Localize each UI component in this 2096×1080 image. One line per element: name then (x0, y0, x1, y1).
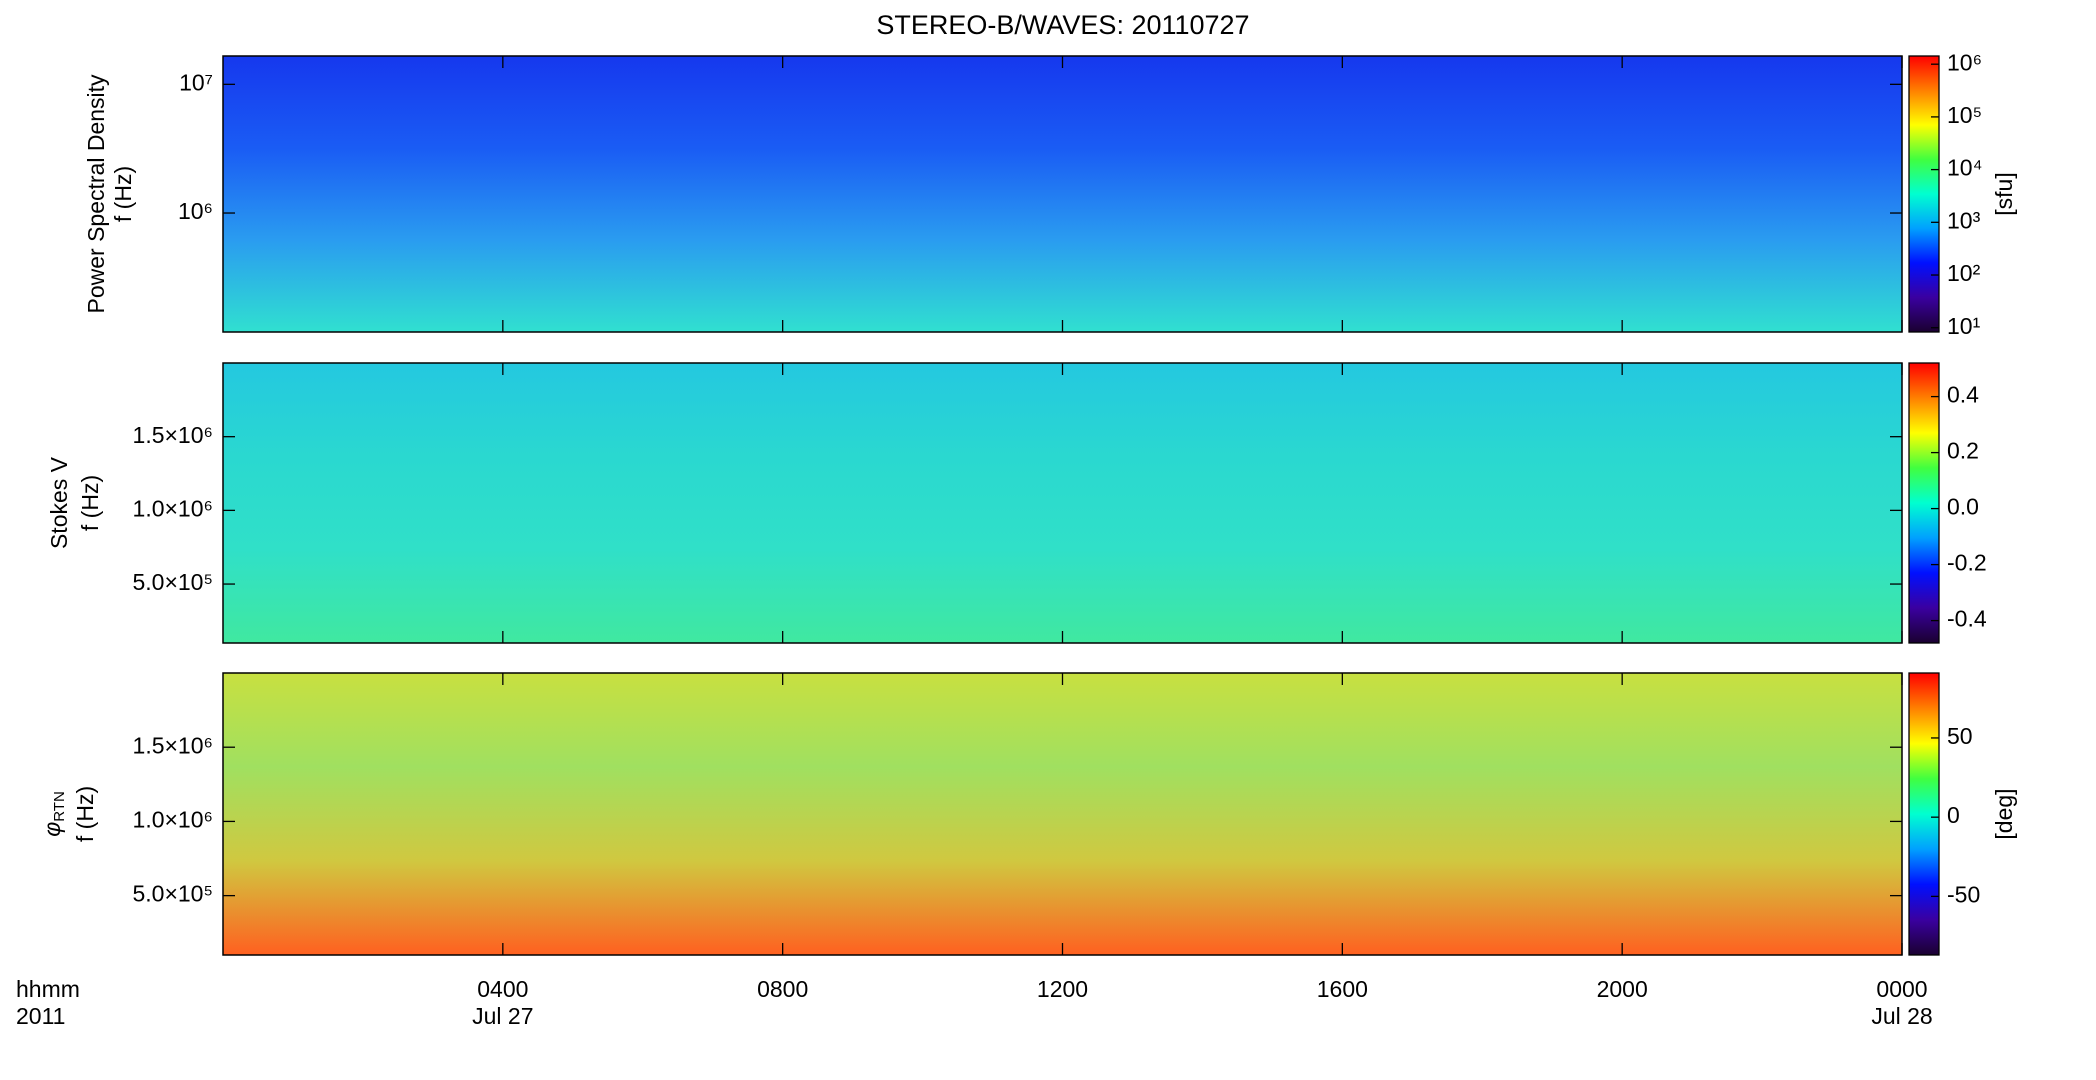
x-label: hhmm (16, 976, 80, 1002)
colorbar (1908, 362, 1940, 644)
x-tick-label: 0400 (477, 976, 528, 1002)
x-tick-label: 0000 (1876, 976, 1927, 1002)
y-tick-label: 10⁶ (178, 198, 213, 224)
chart-title: STEREO-B/WAVES: 20110727 (876, 10, 1249, 40)
y-tick-label: 10⁷ (179, 69, 213, 95)
y-label-subscript: RTN (51, 791, 68, 822)
colorbar-tick-label: 0.2 (1947, 438, 1979, 464)
colorbar-tick-label: -50 (1947, 881, 1980, 907)
colorbar-tick-label: 0.4 (1947, 382, 1979, 408)
colorbar-tick-label: 10⁴ (1947, 155, 1982, 181)
y-label: f (Hz) (77, 475, 103, 531)
colorbar-tick-label: 10¹ (1947, 313, 1981, 339)
colorbar (1908, 55, 1940, 333)
colorbar-tick-label: 10² (1947, 260, 1981, 286)
spectrogram (223, 56, 1902, 332)
x-label: 2011 (16, 1003, 65, 1029)
colorbar-tick-label: 10⁶ (1947, 49, 1982, 75)
colorbar-tick-label: 0.0 (1947, 494, 1979, 520)
x-tick-label: 0800 (757, 976, 808, 1002)
colorbar-tick-label: 10³ (1947, 207, 1981, 233)
y-label: f (Hz) (110, 166, 136, 222)
x-tick-label: 1600 (1317, 976, 1368, 1002)
spectrogram (223, 673, 1902, 955)
colorbar-label: [sfu] (1991, 172, 2017, 215)
spectrogram (223, 363, 1902, 643)
x-tick-label: 1200 (1037, 976, 1088, 1002)
y-tick-label: 1.5×10⁶ (133, 422, 213, 448)
x-date-label: Jul 27 (472, 1003, 533, 1029)
colorbar-tick-label: 50 (1947, 723, 1973, 749)
colorbar-tick-label: 0 (1947, 802, 1960, 828)
y-tick-label: 1.5×10⁶ (133, 732, 213, 758)
y-tick-label: 5.0×10⁵ (132, 569, 213, 595)
y-tick-label: 1.0×10⁶ (133, 806, 213, 832)
colorbar-tick-label: 10⁵ (1947, 102, 1982, 128)
y-label: φRTN (39, 791, 68, 837)
colorbar-label: [deg] (1991, 788, 2017, 839)
colorbar-tick-label: -0.4 (1947, 606, 1987, 632)
y-tick-label: 5.0×10⁵ (132, 881, 213, 907)
y-label: Stokes V (46, 456, 72, 549)
x-tick-label: 2000 (1597, 976, 1648, 1002)
colorbar-tick-label: -0.2 (1947, 550, 1987, 576)
y-label: Power Spectral Density (83, 74, 109, 314)
colorbar (1908, 672, 1940, 956)
y-label-symbol: φ (39, 822, 65, 837)
y-tick-label: 1.0×10⁶ (133, 495, 213, 521)
x-date-label: Jul 28 (1871, 1003, 1932, 1029)
y-label: f (Hz) (72, 786, 98, 842)
